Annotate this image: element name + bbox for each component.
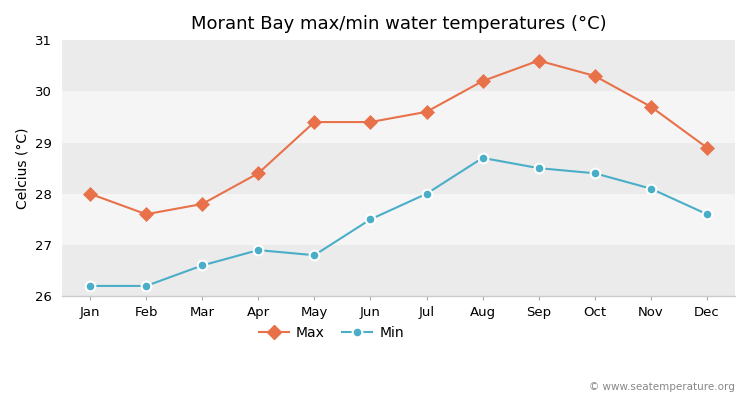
Min [703, 212, 712, 217]
Max [703, 145, 712, 150]
Min [310, 253, 319, 258]
Min [646, 186, 656, 191]
Min [534, 166, 543, 170]
Max [366, 120, 375, 124]
Min [142, 284, 151, 288]
Title: Morant Bay max/min water temperatures (°C): Morant Bay max/min water temperatures (°… [190, 15, 606, 33]
Legend: Max, Min: Max, Min [253, 320, 410, 346]
Min [366, 217, 375, 222]
Bar [62, 40, 735, 91]
Max [422, 110, 431, 114]
Text: © www.seatemperature.org: © www.seatemperature.org [590, 382, 735, 392]
Max [478, 79, 487, 84]
Max [646, 104, 656, 109]
Bar [62, 142, 735, 194]
Min [590, 171, 599, 176]
Bar [62, 245, 735, 296]
Max [254, 171, 262, 176]
Max [534, 58, 543, 63]
Y-axis label: Celcius (°C): Celcius (°C) [15, 127, 29, 209]
Max [86, 191, 94, 196]
Line: Min: Min [86, 153, 712, 291]
Max [142, 212, 151, 217]
Min [254, 248, 262, 252]
Max [590, 74, 599, 78]
Line: Max: Max [86, 56, 712, 219]
Bar [62, 91, 735, 142]
Min [86, 284, 94, 288]
Max [198, 202, 207, 206]
Min [478, 156, 487, 160]
Min [198, 263, 207, 268]
Min [422, 191, 431, 196]
Max [310, 120, 319, 124]
Bar [62, 194, 735, 245]
